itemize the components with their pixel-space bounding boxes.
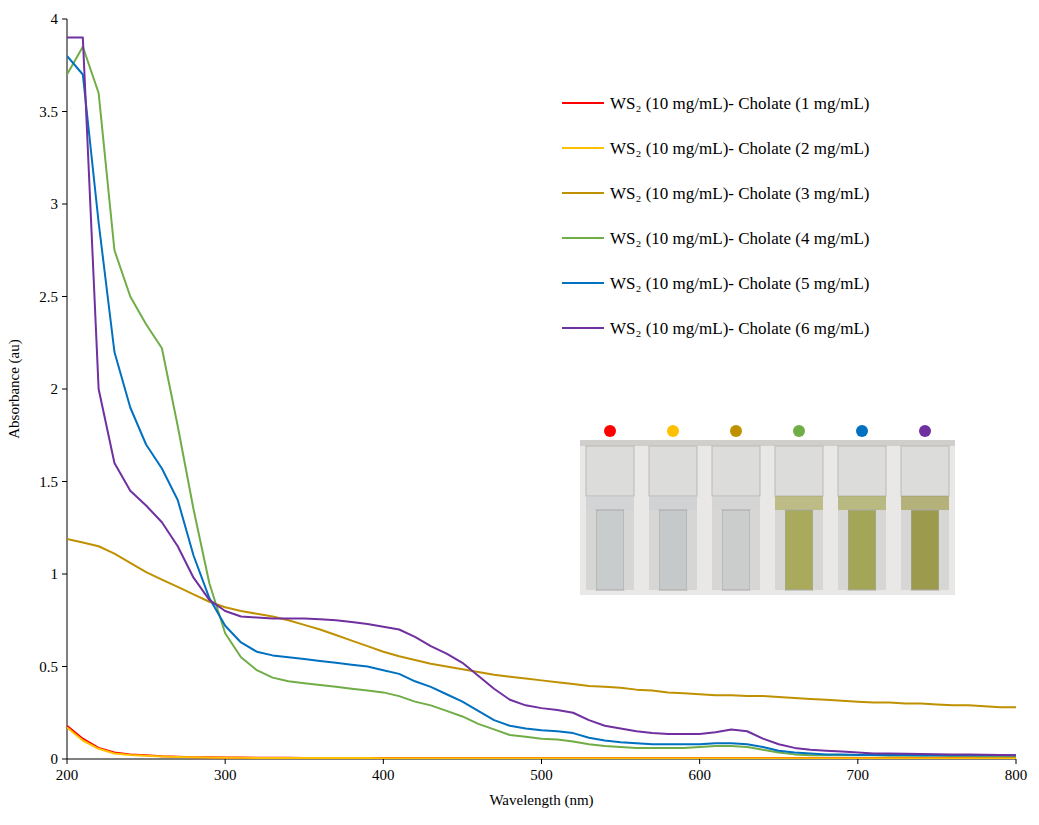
y-tick [62, 759, 67, 760]
y-tick-label: 3.5 [39, 104, 58, 120]
cuvette-wall [687, 510, 697, 590]
y-tick-label: 1.5 [39, 474, 58, 490]
x-tick-label: 600 [688, 767, 711, 783]
x-tick [225, 759, 226, 764]
cuvette-wall [649, 510, 659, 590]
x-tick-label: 300 [214, 767, 237, 783]
y-tick-label: 2 [51, 381, 59, 397]
x-axis-title: Wavelength (nm) [489, 792, 593, 809]
x-tick [541, 759, 542, 764]
y-tick [62, 389, 67, 390]
cuvette-wall [712, 510, 722, 590]
cuvette-body [722, 510, 750, 590]
legend-swatch [562, 147, 604, 149]
y-tick [62, 481, 67, 482]
cuvette-top [649, 446, 697, 496]
plot-area [67, 38, 1016, 759]
chart: 200 300 400 500 600 700 800 0 0.5 1 1.5 2 2.5 3 3.5 4 Wa… [0, 0, 1039, 825]
series-line [67, 56, 1016, 755]
legend-swatch [562, 192, 604, 194]
inset-dot [856, 425, 868, 437]
series-line [67, 47, 1016, 756]
cuvette-neck [586, 496, 634, 510]
y-tick [62, 111, 67, 112]
cuvette-body [911, 510, 939, 590]
x-tick [67, 759, 68, 764]
cuvette-wall [876, 510, 886, 590]
legend-label: WS₂ (10 mg/mL)- Cholate (5 mg/mL) [610, 274, 869, 293]
x-tick [857, 759, 858, 764]
y-tick [62, 666, 67, 667]
legend-label: WS₂ (10 mg/mL)- Cholate (4 mg/mL) [610, 229, 869, 248]
x-tick-label: 700 [847, 767, 870, 783]
cuvette-wall [813, 510, 823, 590]
legend-swatch [562, 237, 604, 239]
legend: WS₂ (10 mg/mL)- Cholate (1 mg/mL) WS₂ (10… [562, 94, 869, 338]
cuvette-wall [586, 510, 596, 590]
y-tick [62, 574, 67, 575]
inset-photo [580, 425, 955, 595]
legend-label: WS₂ (10 mg/mL)- Cholate (1 mg/mL) [610, 94, 869, 113]
y-tick [62, 296, 67, 297]
y-tick-label: 4 [51, 11, 59, 27]
cuvette-neck [838, 496, 886, 510]
x-tick [1016, 759, 1017, 764]
legend-label: WS₂ (10 mg/mL)- Cholate (3 mg/mL) [610, 184, 869, 203]
inset-dot [667, 425, 679, 437]
cuvette-neck [649, 496, 697, 510]
cuvette-neck [712, 496, 760, 510]
x-tick [383, 759, 384, 764]
series-line [67, 38, 1016, 756]
y-tick-label: 2.5 [39, 289, 58, 305]
inset-dot [919, 425, 931, 437]
cuvette-wall [750, 510, 760, 590]
cuvette-body [848, 510, 876, 590]
cuvette-wall [939, 510, 949, 590]
y-tick-label: 0 [51, 751, 59, 767]
cuvette-wall [775, 510, 785, 590]
cuvette-wall [838, 510, 848, 590]
cuvette-top [775, 446, 823, 496]
inset-background [580, 440, 955, 595]
cuvette-neck [775, 496, 823, 510]
legend-label: WS₂ (10 mg/mL)- Cholate (2 mg/mL) [610, 139, 869, 158]
cuvette-top [712, 446, 760, 496]
y-tick-label: 3 [51, 196, 59, 212]
y-tick [62, 204, 67, 205]
cuvette-top [901, 446, 949, 496]
x-tick-label: 500 [530, 767, 553, 783]
inset-dot [730, 425, 742, 437]
x-tick-label: 400 [372, 767, 395, 783]
y-tick-label: 1 [51, 566, 59, 582]
cuvette-top [838, 446, 886, 496]
inset-dot [793, 425, 805, 437]
legend-swatch [562, 327, 604, 329]
legend-swatch [562, 282, 604, 284]
cuvette-wall [624, 510, 634, 590]
inset-dot [604, 425, 616, 437]
x-tick [699, 759, 700, 764]
y-axis-title: Absorbance (au) [6, 339, 23, 439]
cuvette-wall [901, 510, 911, 590]
y-tick [62, 19, 67, 20]
cuvette-body [659, 510, 687, 590]
cuvette-body [596, 510, 624, 590]
inset-shelf [580, 440, 955, 446]
legend-swatch [562, 102, 604, 104]
y-tick-label: 0.5 [39, 659, 58, 675]
cuvette-neck [901, 496, 949, 510]
x-tick-label: 800 [1005, 767, 1028, 783]
legend-label: WS₂ (10 mg/mL)- Cholate (6 mg/mL) [610, 319, 869, 338]
x-tick-label: 200 [56, 767, 79, 783]
cuvette-body [785, 510, 813, 590]
cuvette-top [586, 446, 634, 496]
